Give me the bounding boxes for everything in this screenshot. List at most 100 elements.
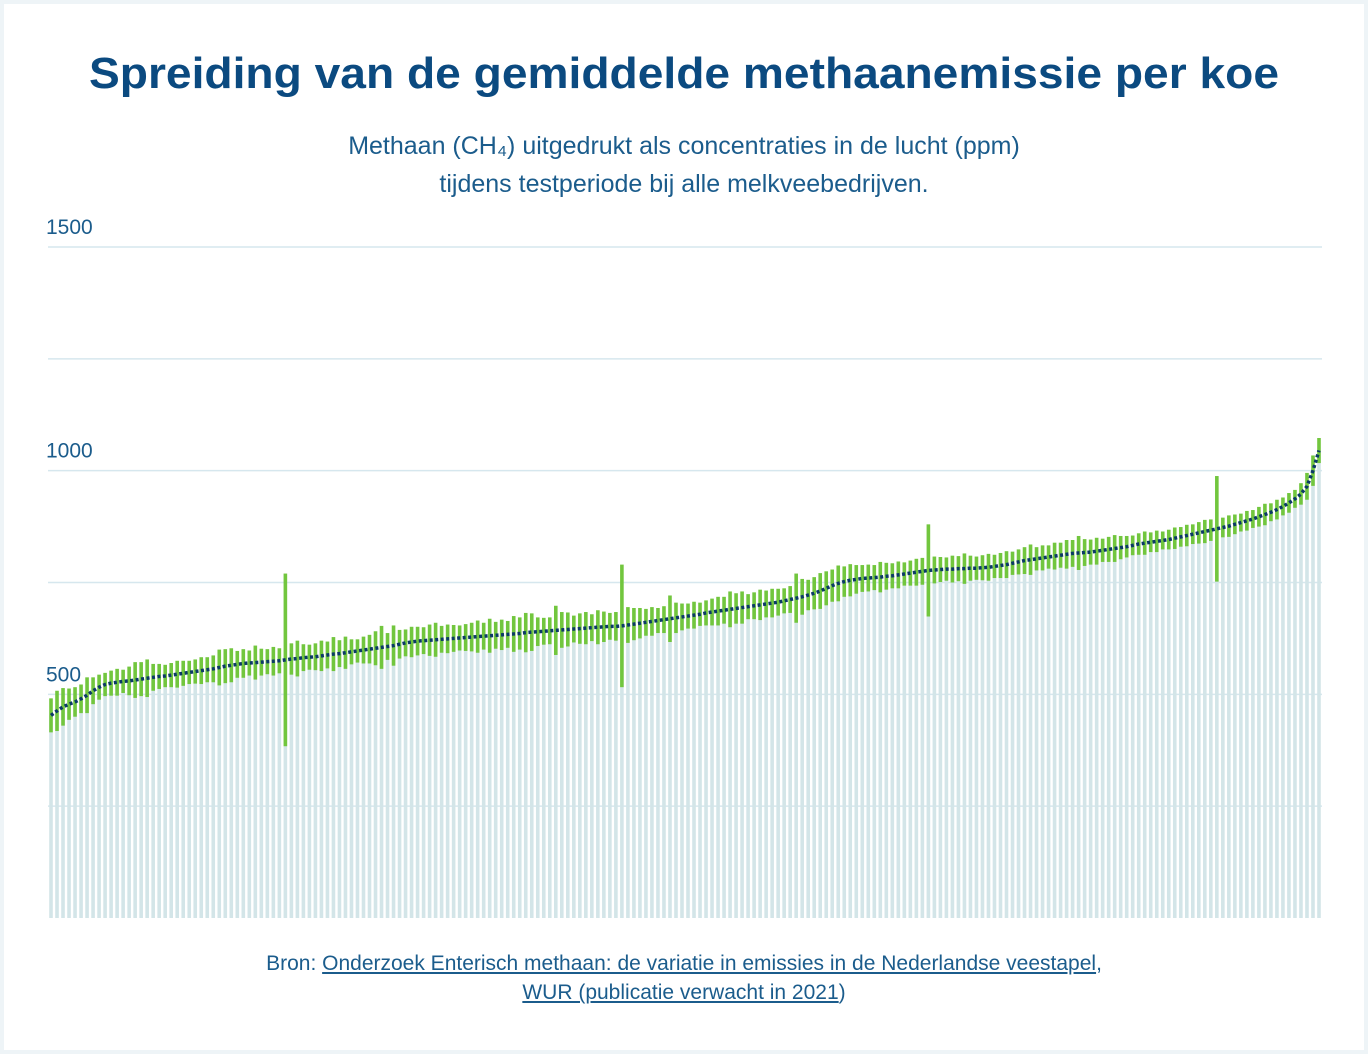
bar [800, 596, 804, 918]
bar [367, 649, 372, 918]
bar [115, 682, 119, 918]
bar [920, 571, 925, 918]
source-link[interactable]: WUR (publicatie verwacht in 2021 [522, 981, 839, 1004]
range-bar [986, 553, 991, 581]
range-bar [235, 650, 240, 678]
range-bar [974, 556, 979, 580]
bar [535, 631, 540, 918]
range-bar [313, 643, 318, 671]
bar [650, 621, 654, 918]
bar [139, 679, 143, 918]
range-bar [1148, 532, 1153, 553]
bar [451, 638, 456, 918]
bar [944, 569, 949, 918]
bar [1040, 557, 1045, 918]
bar [986, 567, 991, 918]
range-bar [1166, 529, 1171, 550]
range-bar [656, 607, 660, 634]
bar [776, 602, 780, 918]
bar [1203, 531, 1207, 918]
bar [872, 577, 877, 918]
bar [187, 672, 192, 918]
range-bar [67, 688, 71, 720]
bar [914, 572, 919, 918]
bar [499, 634, 504, 918]
bar [1251, 518, 1255, 918]
bar [956, 568, 961, 918]
range-bar [91, 677, 95, 705]
bar [998, 565, 1003, 918]
bar [1160, 540, 1165, 918]
bar [1004, 564, 1009, 918]
bar [950, 569, 955, 918]
range-bar [716, 596, 720, 626]
bar [1317, 450, 1321, 918]
bar [1227, 526, 1231, 918]
bar [1016, 561, 1021, 918]
bar [1022, 560, 1027, 918]
bar [553, 630, 558, 918]
bar [1275, 509, 1279, 918]
range-bar [361, 636, 366, 664]
bar [1148, 542, 1153, 918]
bar [439, 639, 444, 918]
bar [61, 706, 65, 918]
range-bar [872, 565, 877, 591]
bar [1112, 548, 1117, 918]
bar [169, 675, 173, 918]
range-bar [349, 639, 354, 665]
bar [926, 570, 931, 918]
bar [620, 625, 624, 918]
bar [818, 590, 823, 918]
bar [704, 612, 708, 918]
range-bar [614, 612, 618, 641]
range-bar [409, 626, 414, 658]
bar [908, 573, 913, 918]
bar [337, 653, 342, 918]
bar [457, 637, 462, 918]
range-bar [590, 614, 594, 642]
bar [199, 670, 204, 918]
bar [247, 663, 252, 918]
bar [1142, 543, 1147, 918]
range-bar [1052, 542, 1057, 570]
bar [830, 585, 835, 918]
bar [1088, 552, 1093, 918]
bar [1178, 536, 1183, 918]
bar [878, 577, 883, 918]
bar [1305, 486, 1309, 918]
bar [1221, 527, 1225, 918]
source-end: ) [838, 981, 846, 1004]
range-bar [175, 660, 180, 688]
bar [463, 637, 468, 918]
bar [511, 633, 516, 918]
range-bar [475, 620, 480, 653]
range-bar [818, 573, 823, 609]
range-bar [355, 639, 360, 663]
range-bar [421, 627, 426, 655]
bar [475, 636, 480, 918]
bar [626, 624, 630, 918]
bar [361, 650, 366, 918]
bar [962, 568, 967, 918]
range-bar [1088, 539, 1093, 565]
range-bar [427, 624, 432, 656]
bar [493, 635, 498, 918]
range-bar [1154, 530, 1159, 553]
bar [517, 633, 522, 918]
bar [1239, 522, 1243, 918]
y-tick-label: 500 [46, 663, 81, 686]
bar [271, 661, 276, 918]
bar [415, 641, 420, 918]
range-bar [728, 591, 732, 628]
source-link[interactable]: Onderzoek Enterisch methaan: de variatie… [322, 952, 1097, 975]
range-bar [535, 617, 540, 647]
bar [1094, 551, 1099, 918]
bar [541, 631, 546, 918]
range-bar [301, 644, 306, 672]
bar [1010, 563, 1015, 918]
range-bar [1209, 519, 1213, 541]
bar [1184, 535, 1189, 918]
bar [812, 593, 817, 918]
